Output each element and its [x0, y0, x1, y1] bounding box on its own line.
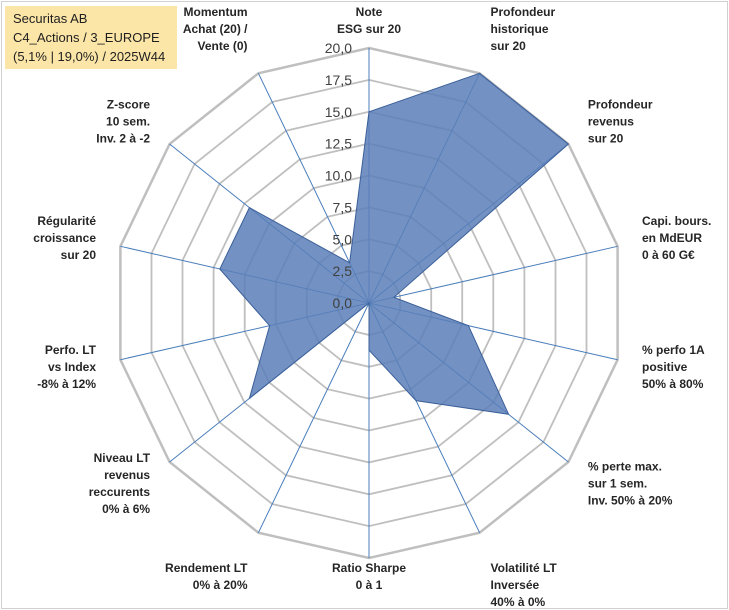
axis-label-line: revenus: [104, 468, 150, 482]
info-security-name: Securitas AB: [13, 11, 88, 26]
axis-label-line: reccurents: [89, 485, 151, 499]
axis-label-8: Rendement LT 0% à 20%: [165, 561, 248, 592]
axis-label-line: positive: [642, 360, 688, 374]
axis-label-line: sur 1 sem.: [588, 476, 647, 490]
axis-label-line: 40% à 0%: [491, 595, 546, 609]
axis-label-line: sur 20: [61, 248, 97, 262]
axis-label-line: sur 20: [588, 132, 624, 146]
axis-label-line: historique: [491, 22, 549, 36]
axis-label-line: revenus: [588, 115, 634, 129]
tick-label: 2,5: [333, 263, 353, 279]
axis-label-line: Régularité: [37, 214, 96, 228]
axis-label-0: Note ESG sur 20: [337, 5, 401, 36]
tick-label: 7,5: [333, 199, 353, 215]
axis-label-line: sur 20: [491, 39, 527, 53]
info-stats: (5,1% | 19,0%) / 2025W44: [13, 49, 166, 64]
axis-label-line: ESG sur 20: [337, 22, 401, 36]
axis-label-line: Inv. 2 à -2: [96, 132, 150, 146]
axis-label-line: croissance: [33, 231, 96, 245]
axis-label-10: Perfo. LT vs Index -8% à 12%: [37, 343, 96, 391]
axis-label-11: Régularité croissance sur 20: [33, 214, 96, 262]
info-category: C4_Actions / 3_EUROPE: [13, 30, 160, 45]
axis-label-line: Ratio Sharpe: [332, 561, 406, 575]
axis-label-line: % perte max.: [588, 459, 662, 473]
tick-label: 20,0: [325, 40, 352, 56]
axis-label-4: % perfo 1A positive 50% à 80%: [642, 343, 705, 391]
spoke-3: [368, 245, 618, 304]
axis-label-line: Z-score: [107, 98, 151, 112]
axis-label-line: Inversée: [491, 578, 540, 592]
tick-label: 10,0: [325, 168, 352, 184]
info-box: Securitas AB C4_Actions / 3_EUROPE (5,1%…: [5, 6, 177, 69]
axis-label-line: 0 à 1: [356, 578, 383, 592]
axis-label-line: Niveau LT: [94, 451, 151, 465]
axis-label-line: % perfo 1A: [642, 343, 705, 357]
axis-label-line: Inv. 50% à 20%: [588, 493, 673, 507]
axis-label-5: % perte max. sur 1 sem. Inv. 50% à 20%: [588, 459, 673, 507]
axis-label-line: Profondeur: [491, 5, 556, 19]
axis-label-line: 0 à 60 G€: [642, 248, 695, 262]
axis-label-line: Rendement LT: [165, 561, 248, 575]
axis-label-line: Vente (0): [197, 39, 247, 53]
series-area: [219, 72, 570, 415]
axis-label-line: Volatilité LT: [491, 561, 558, 575]
axis-label-line: en MdEUR: [642, 231, 702, 245]
axis-label-1: Profondeur historique sur 20: [491, 5, 556, 53]
axis-label-line: Note: [356, 5, 383, 19]
axis-label-12: Z-score 10 sem. Inv. 2 à -2: [96, 98, 150, 146]
radar-tick-labels: 0,0 2,5 5,0 7,5 10,0 12,5 15,0 17,5 20,0: [325, 40, 352, 311]
axis-label-line: 0% à 20%: [193, 578, 248, 592]
axis-label-6: Volatilité LT Inversée 40% à 0%: [491, 561, 558, 609]
axis-label-line: Capi. bours.: [642, 214, 711, 228]
axis-label-line: 50% à 80%: [642, 377, 704, 391]
axis-label-line: Momentum: [184, 5, 248, 19]
axis-label-line: Achat (20) /: [183, 22, 248, 36]
axis-label-line: 10 sem.: [106, 115, 150, 129]
axis-label-13: Momentum Achat (20) / Vente (0): [183, 5, 248, 53]
axis-label-9: Niveau LT revenus reccurents 0% à 6%: [89, 451, 151, 516]
tick-label: 5,0: [333, 231, 353, 247]
axis-label-line: 0% à 6%: [102, 502, 150, 516]
axis-label-line: Profondeur: [588, 98, 653, 112]
tick-label: 17,5: [325, 72, 352, 88]
radar-series: [219, 72, 570, 415]
axis-label-line: Perfo. LT: [45, 343, 97, 357]
axis-label-7: Ratio Sharpe 0 à 1: [332, 561, 406, 592]
axis-label-line: vs Index: [48, 360, 96, 374]
tick-label: 12,5: [325, 136, 352, 152]
radar-axis-labels: Note ESG sur 20 Profondeur historique sur 20…: [33, 5, 711, 609]
tick-label: 0,0: [333, 295, 353, 311]
tick-label: 15,0: [325, 104, 352, 120]
axis-label-3: Capi. bours. en MdEUR 0 à 60 G€: [642, 214, 711, 262]
spoke-8: [257, 302, 370, 533]
axis-label-line: -8% à 12%: [37, 377, 96, 391]
axis-label-2: Profondeur revenus sur 20: [588, 98, 653, 146]
